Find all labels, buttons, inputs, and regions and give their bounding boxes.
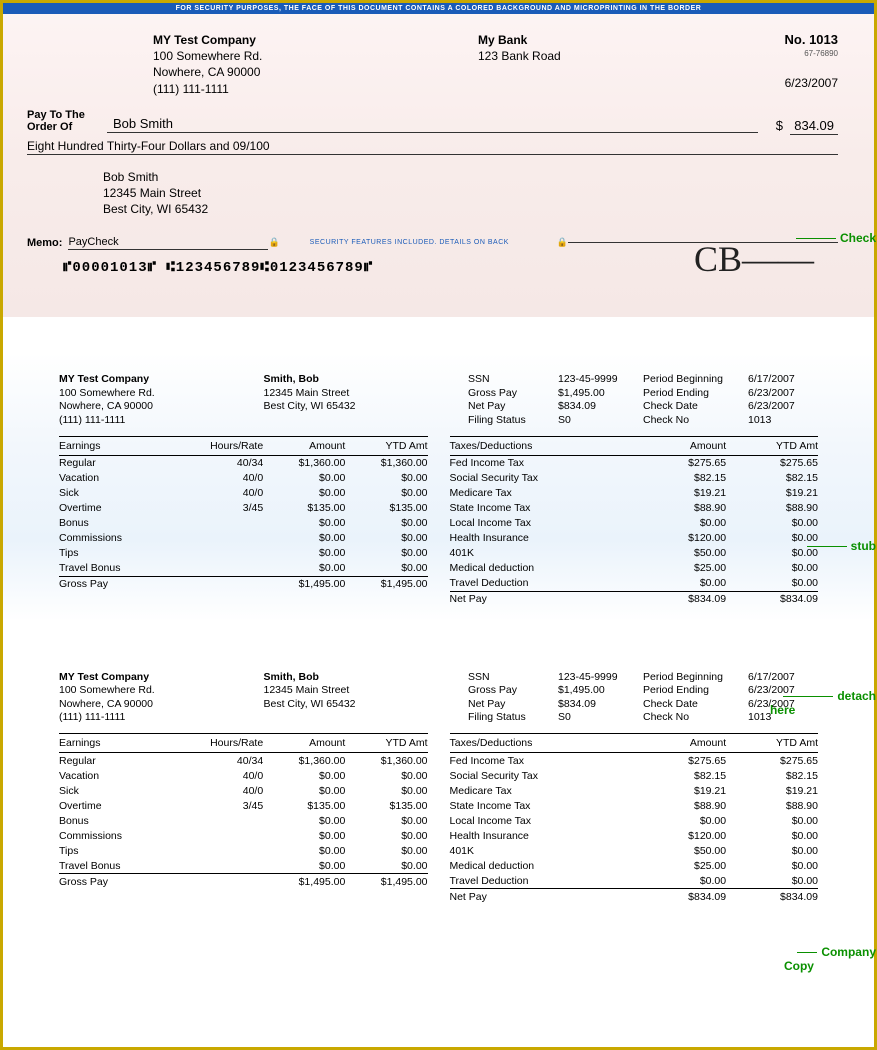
tax-row: Medicare Tax$19.21$19.21	[450, 486, 819, 501]
paystub-employee: MY Test Company 100 Somewhere Rd. Nowher…	[3, 353, 874, 621]
earnings-row: Bonus$0.00$0.00	[59, 813, 428, 828]
tax-row: 401K$50.00$0.00	[450, 546, 819, 561]
check-region: FOR SECURITY PURPOSES, THE FACE OF THIS …	[3, 3, 874, 317]
tax-row: Medical deduction$25.00$0.00	[450, 561, 819, 576]
stub-period-values: 6/17/20076/23/2007 6/23/20071013	[748, 373, 818, 428]
check-amount: $ 834.09	[776, 118, 838, 133]
payer-block: MY Test Company 100 Somewhere Rd. Nowher…	[153, 32, 478, 97]
paystub-company-copy: MY Test Company 100 Somewhere Rd. Nowher…	[3, 651, 874, 919]
tax-row: Local Income Tax$0.00$0.00	[450, 813, 819, 828]
lock-icon: 🔒	[557, 237, 568, 248]
tax-row: Medicare Tax$19.21$19.21	[450, 783, 819, 798]
tax-row: Health Insurance$120.00$0.00	[450, 828, 819, 843]
earnings-row: Travel Bonus$0.00$0.00	[59, 858, 428, 874]
bank-block: My Bank 123 Bank Road	[478, 32, 678, 97]
earnings-row: Vacation40/0$0.00$0.00	[59, 768, 428, 783]
stub-period-labels: Period BeginningPeriod Ending Check Date…	[643, 373, 748, 428]
earnings-row: Bonus$0.00$0.00	[59, 516, 428, 531]
earnings-row: Overtime3/45$135.00$135.00	[59, 798, 428, 813]
pay-to-label: Pay To TheOrder Of	[27, 109, 107, 133]
stub-pay-values: 123-45-9999$1,495.00 $834.09S0	[558, 373, 643, 428]
tax-row: Health Insurance$120.00$0.00	[450, 531, 819, 546]
tax-row: State Income Tax$88.90$88.90	[450, 798, 819, 813]
earnings-row: Overtime3/45$135.00$135.00	[59, 501, 428, 516]
earnings-row: Sick40/0$0.00$0.00	[59, 783, 428, 798]
memo-value: PayCheck	[68, 236, 268, 250]
earnings-row: Regular40/34$1,360.00$1,360.00	[59, 455, 428, 471]
tax-row: 401K$50.00$0.00	[450, 843, 819, 858]
tax-row: Travel Deduction$0.00$0.00	[450, 873, 819, 889]
earnings-row: Commissions$0.00$0.00	[59, 531, 428, 546]
tax-row: Fed Income Tax$275.65$275.65	[450, 753, 819, 769]
check-number-block: No. 1013 67-76890 6/23/2007	[678, 32, 838, 97]
security-banner: FOR SECURITY PURPOSES, THE FACE OF THIS …	[3, 3, 874, 14]
stub-company: MY Test Company 100 Somewhere Rd. Nowher…	[59, 373, 264, 428]
tax-table: Taxes/Deductions Amount YTD Amt Fed Inco…	[450, 436, 819, 607]
payee-name: Bob Smith	[107, 116, 758, 133]
tax-row: Social Security Tax$82.15$82.15	[450, 471, 819, 486]
stub-employee: Smith, Bob 12345 Main Street Best City, …	[264, 373, 469, 428]
tax-row: Medical deduction$25.00$0.00	[450, 858, 819, 873]
tax-table: Taxes/Deductions Amount YTD Amt Fed Inco…	[450, 733, 819, 904]
earnings-row: Vacation40/0$0.00$0.00	[59, 471, 428, 486]
tax-row: State Income Tax$88.90$88.90	[450, 501, 819, 516]
lock-icon: 🔒	[268, 237, 279, 248]
memo-label: Memo:	[27, 237, 62, 249]
tax-row: Fed Income Tax$275.65$275.65	[450, 455, 819, 471]
annotation-company-copy: Company Copy	[784, 931, 876, 987]
annotation-stub: stub	[807, 539, 876, 553]
earnings-row: Regular40/34$1,360.00$1,360.00	[59, 753, 428, 769]
paycheck-document: FOR SECURITY PURPOSES, THE FACE OF THIS …	[0, 0, 877, 1050]
earnings-row: Sick40/0$0.00$0.00	[59, 486, 428, 501]
annotation-check: Check	[796, 231, 876, 245]
tax-row: Local Income Tax$0.00$0.00	[450, 516, 819, 531]
earnings-row: Travel Bonus$0.00$0.00	[59, 561, 428, 577]
payee-address: Bob Smith 12345 Main Street Best City, W…	[103, 169, 874, 218]
earnings-row: Tips$0.00$0.00	[59, 546, 428, 561]
earnings-table: Earnings Hours/Rate Amount YTD Amt Regul…	[59, 733, 428, 889]
amount-words: Eight Hundred Thirty-Four Dollars and 09…	[27, 139, 838, 155]
earnings-row: Tips$0.00$0.00	[59, 843, 428, 858]
earnings-row: Commissions$0.00$0.00	[59, 828, 428, 843]
security-features-text: SECURITY FEATURES INCLUDED. DETAILS ON B…	[310, 239, 557, 246]
stub-pay-labels: SSNGross Pay Net PayFiling Status	[468, 373, 558, 428]
earnings-table: Earnings Hours/Rate Amount YTD Amt Regul…	[59, 436, 428, 592]
tax-row: Social Security Tax$82.15$82.15	[450, 768, 819, 783]
annotation-detach: detach here	[770, 675, 876, 731]
tax-row: Travel Deduction$0.00$0.00	[450, 576, 819, 592]
